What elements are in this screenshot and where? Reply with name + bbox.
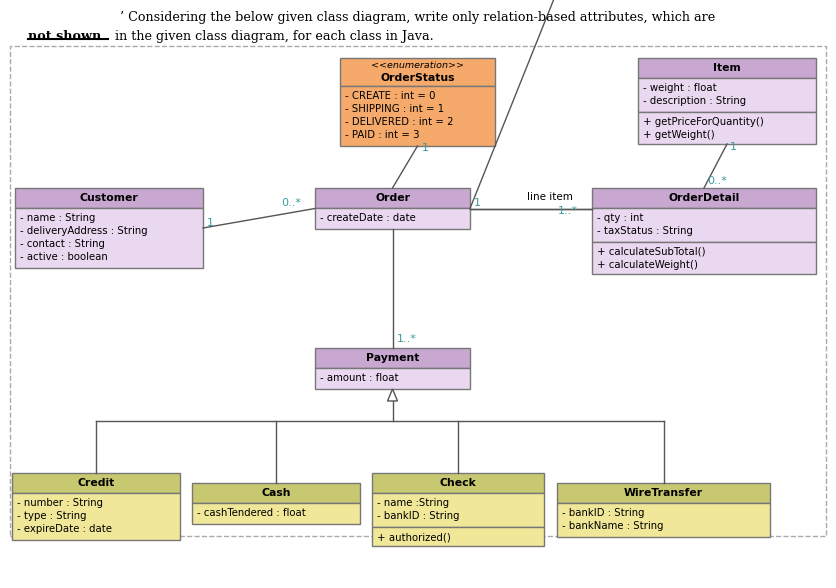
Text: + getPriceForQuantity(): + getPriceForQuantity() — [643, 117, 764, 127]
Bar — [372, 473, 544, 493]
Text: - bankName : String: - bankName : String — [562, 521, 664, 531]
Polygon shape — [388, 389, 397, 401]
Text: 0..*: 0..* — [281, 199, 301, 209]
Text: - number : String: - number : String — [17, 498, 103, 508]
Text: 1..*: 1..* — [396, 334, 416, 344]
Text: 1: 1 — [474, 199, 481, 209]
Text: - expireDate : date: - expireDate : date — [17, 524, 112, 534]
Text: Cash: Cash — [261, 488, 291, 498]
Text: - DELIVERED : int = 2: - DELIVERED : int = 2 — [345, 117, 453, 127]
Text: - deliveryAddress : String: - deliveryAddress : String — [20, 226, 148, 236]
Text: 1: 1 — [730, 142, 737, 152]
Text: Payment: Payment — [366, 353, 419, 363]
Text: - SHIPPING : int = 1: - SHIPPING : int = 1 — [345, 104, 444, 114]
Text: - taxStatus : String: - taxStatus : String — [597, 226, 693, 236]
Bar — [592, 242, 816, 274]
Bar — [557, 503, 770, 537]
Text: Credit: Credit — [78, 478, 115, 488]
Bar — [15, 208, 203, 268]
Text: - bankID : String: - bankID : String — [377, 511, 460, 521]
Text: <<enumeration>>: <<enumeration>> — [371, 62, 464, 71]
Bar — [592, 188, 816, 208]
Bar — [12, 493, 180, 540]
Text: - contact : String: - contact : String — [20, 239, 104, 249]
Bar — [315, 208, 470, 229]
Bar — [372, 527, 544, 546]
Text: OrderStatus: OrderStatus — [380, 73, 455, 83]
Text: 1: 1 — [421, 143, 429, 153]
Bar — [315, 348, 470, 368]
Text: 0..*: 0..* — [707, 176, 726, 186]
Text: 1..*: 1..* — [558, 205, 578, 215]
Text: Customer: Customer — [79, 193, 139, 203]
Text: ’ Considering the below given class diagram, write only relation-based attribute: ’ Considering the below given class diag… — [120, 11, 716, 24]
Bar — [592, 208, 816, 242]
Bar — [12, 473, 180, 493]
Text: + authorized(): + authorized() — [377, 532, 451, 542]
Bar — [340, 86, 495, 146]
Text: in the given class diagram, for each class in Java.: in the given class diagram, for each cla… — [111, 30, 434, 43]
Bar — [340, 58, 495, 86]
Text: - name : String: - name : String — [20, 213, 95, 223]
Text: WireTransfer: WireTransfer — [624, 488, 703, 498]
Text: + calculateSubTotal(): + calculateSubTotal() — [597, 247, 706, 257]
Text: not shown: not shown — [28, 30, 101, 43]
Text: - description : String: - description : String — [643, 96, 746, 106]
Text: - qty : int: - qty : int — [597, 213, 644, 223]
Text: 1: 1 — [207, 218, 214, 228]
Text: - active : boolean: - active : boolean — [20, 252, 108, 262]
Text: - cashTendered : float: - cashTendered : float — [197, 508, 306, 518]
Text: - PAID : int = 3: - PAID : int = 3 — [345, 130, 420, 140]
Bar — [192, 483, 360, 503]
Text: Order: Order — [375, 193, 410, 203]
Text: Item: Item — [713, 63, 741, 73]
Bar — [15, 188, 203, 208]
Bar — [315, 188, 470, 208]
Bar — [372, 493, 544, 527]
Text: OrderDetail: OrderDetail — [668, 193, 740, 203]
Text: - CREATE : int = 0: - CREATE : int = 0 — [345, 91, 436, 101]
Text: line item: line item — [527, 192, 573, 202]
Bar — [192, 503, 360, 524]
Text: + getWeight(): + getWeight() — [643, 130, 715, 140]
Bar — [638, 58, 816, 78]
Text: - createDate : date: - createDate : date — [320, 213, 415, 223]
Bar — [638, 78, 816, 112]
Text: + calculateWeight(): + calculateWeight() — [597, 260, 698, 270]
Bar — [315, 368, 470, 389]
Text: - bankID : String: - bankID : String — [562, 508, 645, 518]
Bar — [638, 112, 816, 144]
Text: Check: Check — [440, 478, 477, 488]
Text: - weight : float: - weight : float — [643, 83, 716, 93]
Bar — [557, 483, 770, 503]
Text: - amount : float: - amount : float — [320, 373, 399, 383]
Text: - name :String: - name :String — [377, 498, 449, 508]
Text: - type : String: - type : String — [17, 511, 86, 521]
